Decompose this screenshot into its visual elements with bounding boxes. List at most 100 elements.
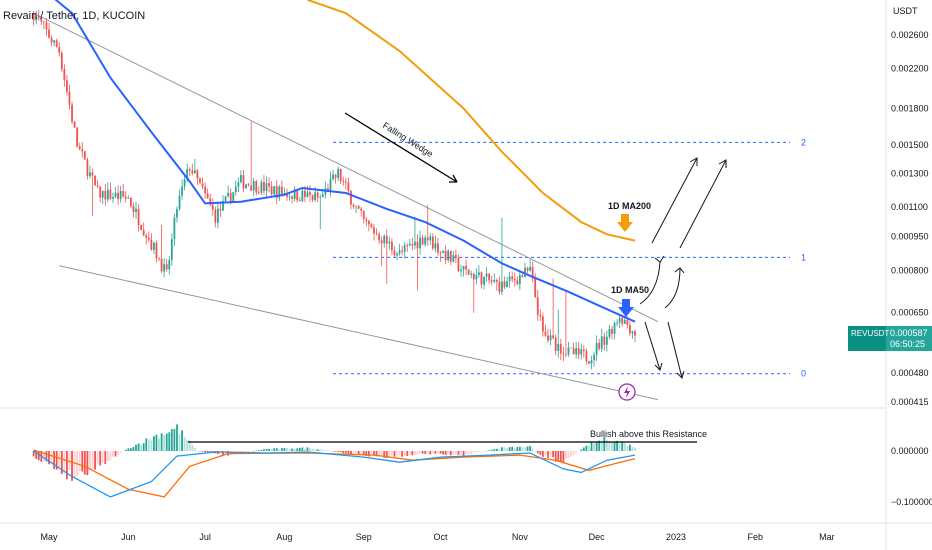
macd-histogram-bar [621, 442, 624, 451]
macd-histogram-bar [283, 447, 286, 451]
macd-histogram-bar [242, 451, 245, 453]
candle-body [35, 16, 38, 21]
candle-body [590, 360, 593, 364]
candle-body [577, 348, 580, 355]
macd-histogram-bar [631, 446, 634, 451]
macd-histogram-bar [526, 446, 529, 451]
candle-body [160, 258, 163, 272]
candle-body [350, 190, 352, 205]
candle-body [447, 250, 450, 261]
candle-body [319, 197, 322, 198]
price-tick-label: 0.001100 [891, 202, 928, 212]
candle-body [549, 335, 552, 341]
macd-histogram-bar [521, 447, 524, 451]
candle-body [76, 127, 79, 147]
candle-body [99, 186, 102, 198]
candle-body [600, 336, 603, 349]
candle-body [237, 182, 240, 187]
ma200-line [307, 0, 636, 242]
macd-histogram-bar [460, 451, 462, 455]
candle-body [383, 235, 386, 244]
candle-body [618, 317, 621, 323]
ma50-down-arrow-icon [618, 299, 634, 317]
candle-body [163, 264, 166, 272]
candle-body [234, 186, 237, 193]
candle-body [524, 267, 526, 278]
candle-body [191, 170, 194, 174]
macd-histogram-bar [547, 451, 549, 458]
macd-histogram-bar [362, 451, 365, 456]
macd-histogram-bar [562, 451, 565, 464]
time-tick-label: Feb [748, 532, 764, 542]
time-axis: May Jun Jul Aug Sep Oct Nov Dec 2023 Feb Mar [40, 532, 834, 542]
candle-body [89, 172, 91, 177]
candle-body [565, 354, 567, 356]
macd-histogram-bar [129, 448, 132, 451]
candle-body [355, 205, 357, 207]
candle-body [165, 264, 168, 270]
macd-histogram-bar [572, 451, 575, 456]
macd-histogram-bar [145, 438, 148, 451]
candle-body [408, 243, 411, 246]
ma200-down-arrow-icon [617, 214, 633, 232]
candle-body [206, 193, 209, 199]
candle-body [222, 200, 224, 211]
macd-histogram-bar [181, 430, 183, 451]
macd-histogram-bar [511, 446, 514, 451]
candle-body [127, 198, 130, 199]
macd-lines [33, 449, 636, 498]
macd-histogram-bar [534, 451, 537, 452]
candle-body [503, 281, 506, 288]
fib-level-label-2: 2 [801, 137, 806, 147]
candle-body [454, 255, 457, 259]
candle-body [398, 250, 401, 254]
macd-histogram-bar [605, 440, 608, 451]
candle-body [278, 186, 281, 198]
macd-histogram-bar [439, 451, 442, 454]
candle-body [199, 178, 201, 184]
macd-histogram-bar [321, 450, 324, 451]
macd-histogram-bar [498, 448, 501, 451]
candle-body [135, 208, 137, 212]
candle-body [81, 149, 84, 152]
candle-body [595, 342, 598, 355]
candle-body [424, 237, 427, 245]
macd-histogram-bar [165, 433, 168, 451]
candle-body [628, 324, 631, 334]
macd-histogram-bar [378, 451, 381, 457]
moving-averages [54, 0, 636, 323]
macd-histogram-bar [426, 451, 429, 454]
macd-histogram-bar [42, 451, 45, 462]
candle-body [112, 196, 114, 199]
macd-histogram-bar [442, 451, 444, 455]
candle-body [219, 208, 222, 211]
candle-body [170, 239, 173, 260]
candle-body [616, 322, 618, 324]
macd-histogram-bar [339, 451, 342, 453]
candle-body [86, 159, 89, 177]
candle-body [495, 280, 498, 282]
candle-body [311, 194, 314, 201]
candle-body [360, 208, 363, 211]
candle-body [173, 217, 176, 240]
macd-histogram-bar [342, 451, 345, 454]
macd-histogram-bar [383, 451, 386, 458]
ma50-annotation-label: 1D MA50 [611, 285, 649, 295]
candle-body [106, 189, 109, 200]
macd-histogram-bar [360, 451, 363, 454]
lightning-icon [624, 386, 630, 398]
macd-histogram-bar [416, 451, 419, 455]
macd-histogram-bar [58, 451, 61, 469]
price-tick-label: 0.001300 [891, 169, 929, 179]
price-tick-label: 0.002200 [891, 63, 929, 73]
macd-histogram-bar [393, 451, 396, 457]
candle-body [117, 192, 119, 200]
macd-histogram-bar [188, 440, 191, 451]
macd-histogram-bar [106, 451, 109, 462]
candle-body [150, 239, 153, 250]
macd-histogram-bar [291, 448, 294, 451]
macd-histogram-bar [501, 447, 503, 451]
candle-body [50, 37, 53, 43]
bounce-curve-2 [664, 267, 681, 309]
candle-body [460, 269, 462, 272]
